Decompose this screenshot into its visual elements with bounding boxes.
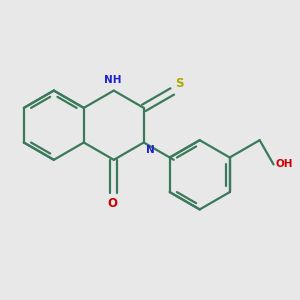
Text: OH: OH	[276, 159, 293, 170]
Text: O: O	[107, 197, 117, 210]
Text: N: N	[146, 145, 155, 155]
Text: NH: NH	[103, 75, 121, 85]
Text: S: S	[175, 77, 183, 90]
